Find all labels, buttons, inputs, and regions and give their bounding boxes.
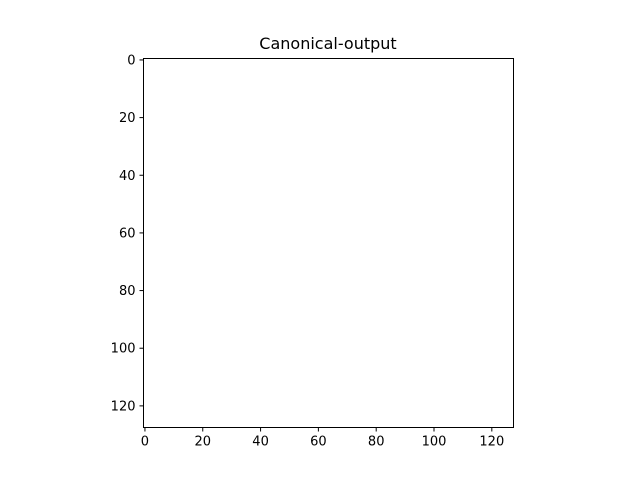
- y-tick-label: 40: [119, 169, 136, 184]
- y-tick-label: 80: [119, 284, 136, 299]
- y-tick-label: 20: [119, 111, 136, 126]
- x-axis: 0 20 40 60 80 100 120: [141, 427, 504, 450]
- y-tick-label: 100: [111, 342, 136, 357]
- x-tick-label: 20: [194, 435, 211, 450]
- y-axis: 0 20 40 60 80 100 120: [111, 53, 144, 414]
- x-tick-label: 100: [422, 435, 447, 450]
- y-tick-label: 120: [111, 399, 136, 414]
- x-tick-label: 60: [310, 435, 327, 450]
- x-tick-label: 120: [479, 435, 504, 450]
- x-tick-label: 40: [252, 435, 269, 450]
- plot-area: [143, 58, 514, 428]
- y-tick-label: 0: [127, 53, 135, 68]
- x-tick-label: 0: [141, 435, 149, 450]
- y-tick-label: 60: [119, 226, 136, 241]
- chart-title: Canonical-output: [259, 34, 396, 53]
- x-tick-label: 80: [368, 435, 385, 450]
- axes-frame: [143, 58, 514, 428]
- image-area: [143, 58, 514, 428]
